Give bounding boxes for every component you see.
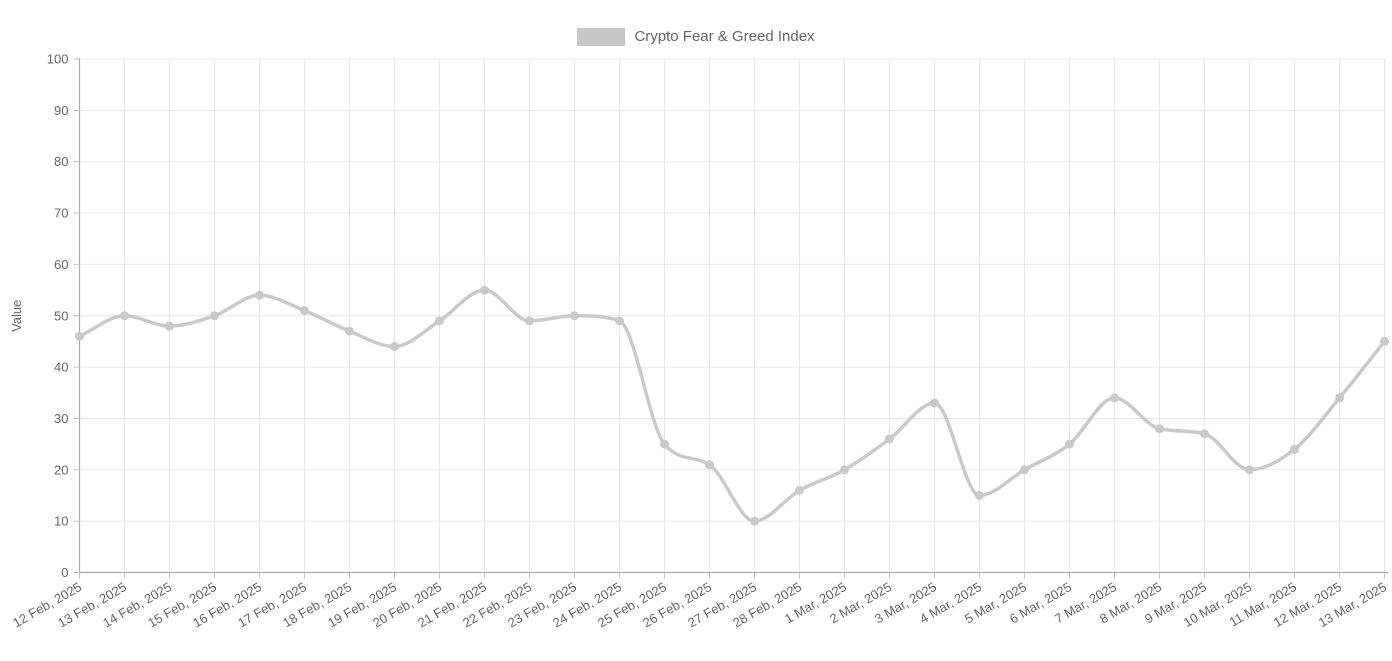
y-tick-label: 30: [54, 411, 68, 426]
y-tick-label: 90: [54, 103, 68, 118]
data-point[interactable]: [840, 465, 849, 475]
data-point[interactable]: [75, 331, 84, 341]
data-point[interactable]: [210, 311, 219, 321]
y-tick-label: 0: [61, 565, 68, 580]
data-point[interactable]: [1020, 465, 1029, 475]
data-point[interactable]: [390, 342, 399, 352]
legend-label: Crypto Fear & Greed Index: [634, 28, 815, 45]
data-point[interactable]: [570, 311, 579, 321]
series-line: [75, 285, 1389, 526]
y-tick-label: 50: [54, 308, 68, 323]
legend-swatch-icon: [577, 28, 626, 46]
data-point[interactable]: [1380, 336, 1389, 346]
data-point[interactable]: [1335, 393, 1344, 403]
data-point[interactable]: [1110, 393, 1119, 403]
y-tick-label: 80: [54, 154, 68, 169]
tick-marks: [73, 58, 1385, 579]
chart-legend[interactable]: Crypto Fear & Greed Index: [0, 28, 1392, 46]
y-tick-label: 60: [54, 257, 68, 272]
series-path: [77, 288, 1387, 523]
data-point[interactable]: [795, 485, 804, 495]
data-point[interactable]: [1200, 429, 1209, 439]
data-point[interactable]: [525, 316, 534, 326]
data-point[interactable]: [300, 306, 309, 316]
data-point[interactable]: [705, 460, 714, 470]
data-point[interactable]: [750, 516, 759, 526]
y-axis-title: Value: [9, 300, 24, 332]
data-point[interactable]: [615, 316, 624, 326]
data-point[interactable]: [120, 311, 129, 321]
data-point[interactable]: [1290, 444, 1299, 454]
data-point[interactable]: [255, 290, 264, 300]
y-tick-label: 40: [54, 360, 68, 375]
data-point[interactable]: [345, 326, 354, 336]
y-tick-label: 10: [54, 514, 68, 529]
data-point[interactable]: [480, 285, 489, 295]
y-tick-label: 70: [54, 206, 68, 221]
y-tick-label: 20: [54, 462, 68, 477]
data-point[interactable]: [1065, 439, 1074, 449]
data-point[interactable]: [1245, 465, 1254, 475]
data-point[interactable]: [930, 398, 939, 408]
y-tick-label: 100: [47, 52, 69, 67]
data-point[interactable]: [165, 321, 174, 331]
data-point[interactable]: [975, 490, 984, 500]
data-point[interactable]: [885, 434, 894, 444]
data-point[interactable]: [660, 439, 669, 449]
data-point[interactable]: [435, 316, 444, 326]
data-point[interactable]: [1155, 424, 1164, 434]
